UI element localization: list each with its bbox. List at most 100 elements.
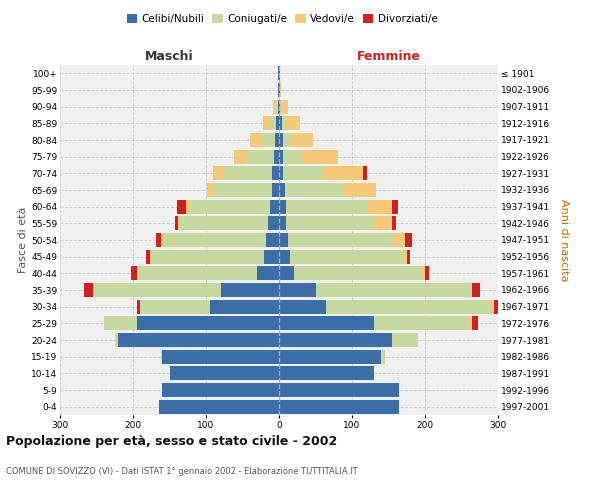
Bar [288, 233, 394, 247]
Bar [421, 266, 425, 280]
Bar [221, 283, 279, 297]
Bar [279, 333, 392, 347]
Bar [367, 200, 392, 214]
Bar [278, 100, 279, 114]
Bar [248, 150, 274, 164]
Bar [381, 350, 385, 364]
Bar [279, 316, 374, 330]
Bar [164, 233, 266, 247]
Bar [290, 250, 403, 264]
Bar [283, 166, 323, 180]
Bar [494, 300, 509, 314]
Text: Maschi: Maschi [145, 50, 194, 62]
Bar [275, 100, 278, 114]
Bar [161, 350, 162, 364]
Bar [279, 183, 285, 197]
Text: COMUNE DI SOVIZZO (VI) - Dati ISTAT 1° gennaio 2002 - Elaborazione TUTTITALIA.IT: COMUNE DI SOVIZZO (VI) - Dati ISTAT 1° g… [6, 468, 358, 476]
Bar [158, 400, 279, 414]
Bar [280, 100, 282, 114]
Bar [162, 350, 279, 364]
Bar [137, 316, 279, 330]
Bar [278, 66, 279, 80]
Bar [279, 366, 374, 380]
Bar [162, 383, 279, 397]
Bar [275, 133, 279, 147]
Bar [93, 283, 221, 297]
Bar [161, 233, 164, 247]
Bar [234, 150, 248, 164]
Bar [261, 133, 275, 147]
Bar [131, 266, 137, 280]
Bar [283, 150, 302, 164]
Bar [185, 200, 190, 214]
Bar [279, 133, 283, 147]
Bar [137, 266, 257, 280]
Bar [170, 366, 279, 380]
Bar [374, 216, 392, 230]
Bar [392, 216, 396, 230]
Bar [140, 300, 209, 314]
Bar [403, 250, 407, 264]
Bar [266, 233, 279, 247]
Bar [263, 116, 270, 130]
Bar [257, 266, 279, 280]
Bar [272, 166, 279, 180]
Bar [392, 333, 418, 347]
Y-axis label: Anni di nascita: Anni di nascita [559, 198, 569, 281]
Bar [323, 166, 363, 180]
Bar [177, 200, 185, 214]
Bar [276, 116, 279, 130]
Bar [104, 316, 137, 330]
Bar [118, 333, 279, 347]
Bar [279, 83, 280, 97]
Bar [175, 216, 178, 230]
Bar [293, 266, 421, 280]
Bar [374, 316, 469, 330]
Bar [279, 100, 280, 114]
Bar [394, 233, 404, 247]
Bar [224, 166, 272, 180]
Bar [279, 283, 316, 297]
Bar [278, 83, 279, 97]
Bar [279, 200, 286, 214]
Bar [279, 266, 293, 280]
Bar [286, 216, 374, 230]
Bar [270, 116, 276, 130]
Bar [270, 200, 279, 214]
Text: Femmine: Femmine [356, 50, 421, 62]
Bar [279, 150, 283, 164]
Bar [115, 333, 118, 347]
Bar [472, 316, 478, 330]
Bar [155, 233, 161, 247]
Bar [285, 183, 343, 197]
Bar [250, 133, 261, 147]
Bar [326, 300, 491, 314]
Bar [283, 133, 292, 147]
Bar [286, 200, 367, 214]
Bar [274, 150, 279, 164]
Bar [181, 216, 268, 230]
Bar [268, 216, 279, 230]
Bar [279, 66, 280, 80]
Bar [279, 350, 381, 364]
Legend: Celibi/Nubili, Coniugati/e, Vedovi/e, Divorziati/e: Celibi/Nubili, Coniugati/e, Vedovi/e, Di… [122, 10, 442, 29]
Bar [282, 100, 288, 114]
Bar [265, 250, 279, 264]
Bar [272, 183, 279, 197]
Bar [279, 216, 286, 230]
Bar [151, 250, 265, 264]
Bar [286, 116, 300, 130]
Bar [404, 233, 412, 247]
Text: Popolazione per età, sesso e stato civile - 2002: Popolazione per età, sesso e stato civil… [6, 435, 337, 448]
Bar [279, 233, 288, 247]
Bar [279, 116, 282, 130]
Bar [214, 183, 272, 197]
Bar [279, 383, 400, 397]
Bar [316, 283, 472, 297]
Bar [137, 300, 140, 314]
Bar [209, 300, 279, 314]
Bar [302, 150, 338, 164]
Bar [150, 250, 151, 264]
Bar [273, 100, 275, 114]
Bar [392, 200, 398, 214]
